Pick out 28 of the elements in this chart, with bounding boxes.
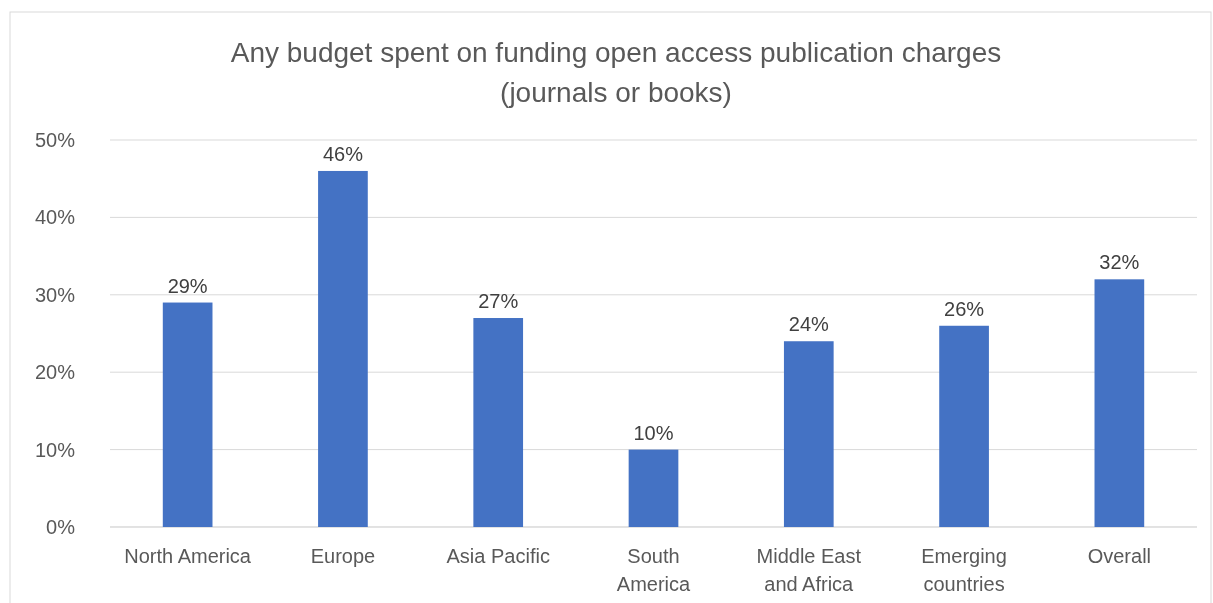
data-label: 26%	[944, 297, 985, 320]
x-tick-label: North America	[124, 545, 252, 567]
bar	[939, 325, 989, 527]
bar	[783, 341, 834, 527]
bar	[318, 170, 368, 527]
y-tick-label: 20%	[34, 361, 76, 384]
data-label: 46%	[322, 142, 364, 165]
y-tick-label: 30%	[34, 283, 76, 306]
data-label: 29%	[167, 274, 208, 297]
y-tick-label: 0%	[46, 516, 76, 538]
x-tick-label: Middle East and Africa	[756, 545, 862, 595]
data-label: 24%	[788, 313, 830, 336]
bar	[473, 318, 524, 527]
data-label: 27%	[478, 290, 519, 313]
bar	[628, 449, 679, 527]
data-label: 32%	[1099, 251, 1140, 274]
x-tick-label: Overall	[1087, 545, 1152, 567]
y-tick-label: 10%	[34, 438, 76, 461]
x-tick-label: Europe	[310, 545, 376, 567]
bar	[1094, 279, 1145, 527]
y-tick-label: 50%	[34, 129, 76, 151]
data-label: 10%	[633, 421, 674, 444]
x-tick-label: Emerging countries	[921, 545, 1007, 595]
chart-title: Any budget spent on funding open access publication charges (journals or books)	[230, 37, 1002, 108]
x-tick-label: Asia Pacific	[446, 545, 550, 567]
y-tick-label: 40%	[34, 206, 76, 229]
bar	[162, 302, 213, 527]
x-tick-label: South America	[616, 545, 692, 595]
